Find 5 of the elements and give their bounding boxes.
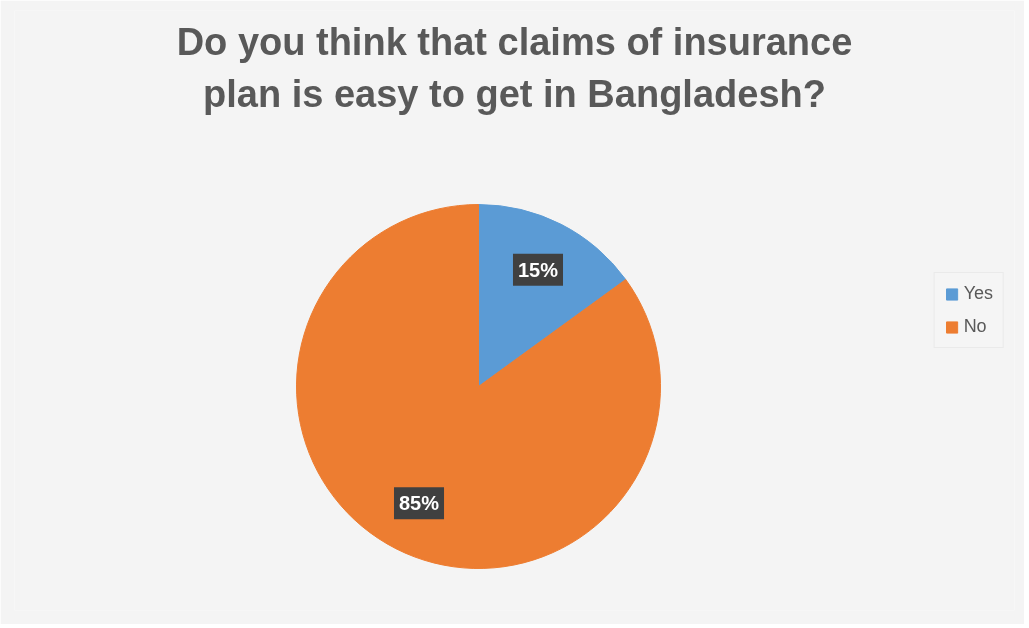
chart-title: Do you think that claims of insurance plan is easy to get in Bangladesh? — [176, 20, 853, 115]
legend-label: No — [963, 316, 987, 337]
data-label: 15% — [517, 258, 559, 281]
data-label: 85% — [398, 492, 440, 515]
legend-label: Yes — [963, 283, 993, 304]
